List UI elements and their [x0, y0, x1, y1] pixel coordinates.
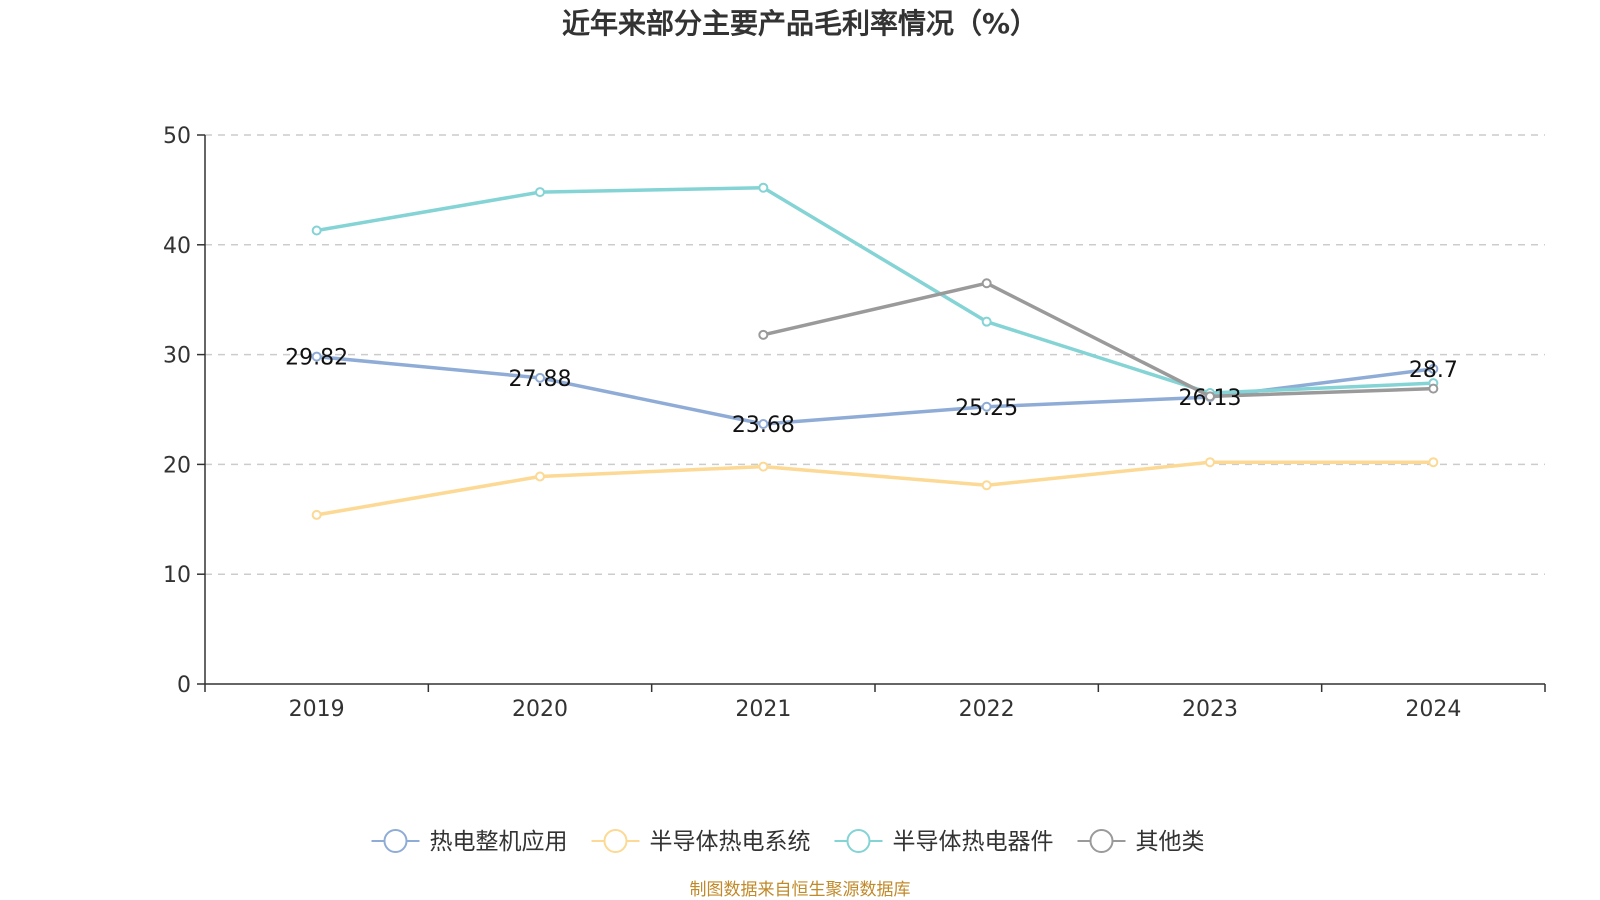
series-3 — [758, 278, 1439, 402]
data-point — [1428, 457, 1439, 468]
data-label: 26.13 — [1179, 386, 1242, 411]
series-lines — [311, 182, 1439, 520]
series-line — [762, 281, 1434, 399]
data-point — [311, 509, 322, 520]
series-2 — [311, 182, 1439, 399]
grid-lines — [205, 134, 1545, 575]
y-tick-label: 20 — [163, 453, 191, 478]
y-tick-label: 10 — [163, 563, 191, 588]
series-1 — [311, 457, 1439, 520]
legend-marker — [1089, 829, 1114, 853]
data-point — [1428, 363, 1439, 374]
data-point — [981, 316, 992, 327]
data-point — [535, 372, 545, 383]
legend-marker — [846, 829, 871, 853]
data-point — [535, 187, 545, 198]
data-label: 23.68 — [732, 413, 795, 438]
data-point — [981, 401, 992, 412]
legend-label: 半导体热电系统 — [650, 829, 811, 855]
x-tick-label-2019: 2019 — [289, 697, 345, 722]
axes: 0 10 20 30 40 50 2019 2020 2021 2022 2023 2024 — [163, 124, 1546, 722]
data-label: 28.7 — [1409, 358, 1458, 383]
source-note: 制图数据来自恒生聚源数据库 — [689, 880, 911, 900]
legend-label: 半导体热电器件 — [893, 829, 1054, 855]
data-label: 27.88 — [509, 367, 572, 392]
legend-marker — [603, 829, 628, 853]
data-point — [758, 182, 769, 193]
legend-label: 热电整机应用 — [430, 829, 568, 855]
legend-label: 其他类 — [1136, 829, 1205, 855]
data-point — [981, 480, 992, 491]
data-point — [758, 329, 769, 340]
legend-item-1: 半导体热电系统 — [591, 829, 811, 855]
x-tick-label-2021: 2021 — [735, 697, 791, 722]
y-tick-label: 50 — [163, 124, 191, 149]
y-tick-label: 40 — [163, 234, 191, 259]
data-point — [758, 461, 769, 472]
legend-item-2: 半导体热电器件 — [834, 829, 1054, 855]
series-line — [316, 185, 1434, 395]
x-tick-label-2024: 2024 — [1405, 697, 1461, 722]
legend-item-0: 热电整机应用 — [371, 829, 568, 855]
x-tick-label-2022: 2022 — [959, 697, 1015, 722]
data-point — [981, 278, 992, 289]
chart-title: 近年来部分主要产品毛利率情况（%） — [561, 7, 1039, 40]
legend-marker — [383, 829, 408, 853]
x-tick-label-2020: 2020 — [512, 697, 568, 722]
y-tick-label: 0 — [177, 673, 191, 698]
y-tick-label: 30 — [163, 344, 191, 369]
legend-item-3: 其他类 — [1077, 829, 1205, 855]
data-label: 29.82 — [285, 346, 348, 371]
data-point — [535, 471, 545, 482]
data-label: 25.25 — [955, 396, 1018, 421]
x-tick-label-2023: 2023 — [1182, 697, 1238, 722]
data-point — [311, 225, 322, 236]
data-point — [1205, 391, 1215, 402]
data-point — [311, 351, 322, 362]
data-labels: 29.82 27.88 23.68 25.25 26.13 28.7 — [285, 346, 1458, 438]
data-point — [758, 418, 769, 429]
series-line — [316, 460, 1434, 517]
data-point — [1428, 383, 1439, 394]
data-point — [1205, 457, 1215, 468]
legend: 热电整机应用 半导体热电系统 半导体热电器件 其他类 — [371, 829, 1205, 855]
